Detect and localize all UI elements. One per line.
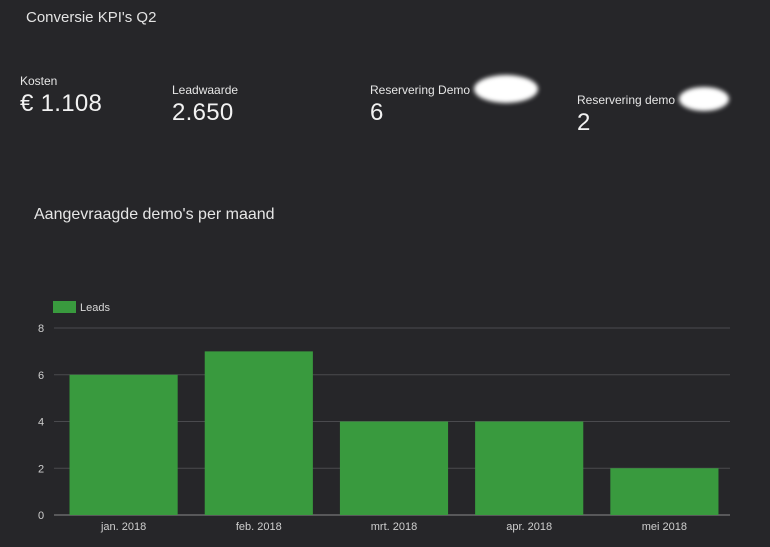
kpi-label: Leadwaarde xyxy=(172,83,239,97)
x-tick-label: mrt. 2018 xyxy=(371,521,417,533)
kpi-reservering-demo-2: Reservering demo 2 xyxy=(577,93,675,137)
kpi-kosten: Kosten € 1.108 xyxy=(20,74,102,118)
bar xyxy=(69,374,178,515)
kpi-reservering-demo-1: Reservering Demo 6 xyxy=(370,83,470,127)
kpi-value: 2.650 xyxy=(172,99,234,126)
legend-label: Leads xyxy=(80,302,110,314)
redaction-blot xyxy=(679,87,729,111)
kpi-label: Reservering Demo xyxy=(370,83,471,97)
y-tick-label: 4 xyxy=(38,417,44,429)
page-title: Conversie KPI's Q2 xyxy=(26,9,157,26)
kpi-value: 2 xyxy=(577,109,591,136)
bar xyxy=(610,468,719,515)
x-tick-label: feb. 2018 xyxy=(236,521,282,533)
redaction-blot xyxy=(474,75,538,103)
kpi-leadwaarde: Leadwaarde 2.650 xyxy=(172,83,238,127)
bar xyxy=(475,421,584,515)
kpi-value: € 1.108 xyxy=(20,90,103,117)
kpi-value: 6 xyxy=(370,99,384,126)
bar xyxy=(339,421,449,515)
legend-swatch xyxy=(53,301,76,313)
y-tick-label: 2 xyxy=(38,463,44,475)
kpi-label: Reservering demo xyxy=(577,93,676,107)
x-tick-label: mei 2018 xyxy=(642,521,687,533)
x-tick-label: jan. 2018 xyxy=(100,521,146,533)
x-tick-label: apr. 2018 xyxy=(506,521,552,533)
bar xyxy=(204,351,313,515)
chart-title: Aangevraagde demo's per maand xyxy=(34,206,275,223)
y-tick-label: 6 xyxy=(38,370,44,382)
kpi-label: Kosten xyxy=(20,74,58,88)
y-tick-label: 8 xyxy=(38,323,44,335)
y-tick-label: 0 xyxy=(38,510,44,522)
